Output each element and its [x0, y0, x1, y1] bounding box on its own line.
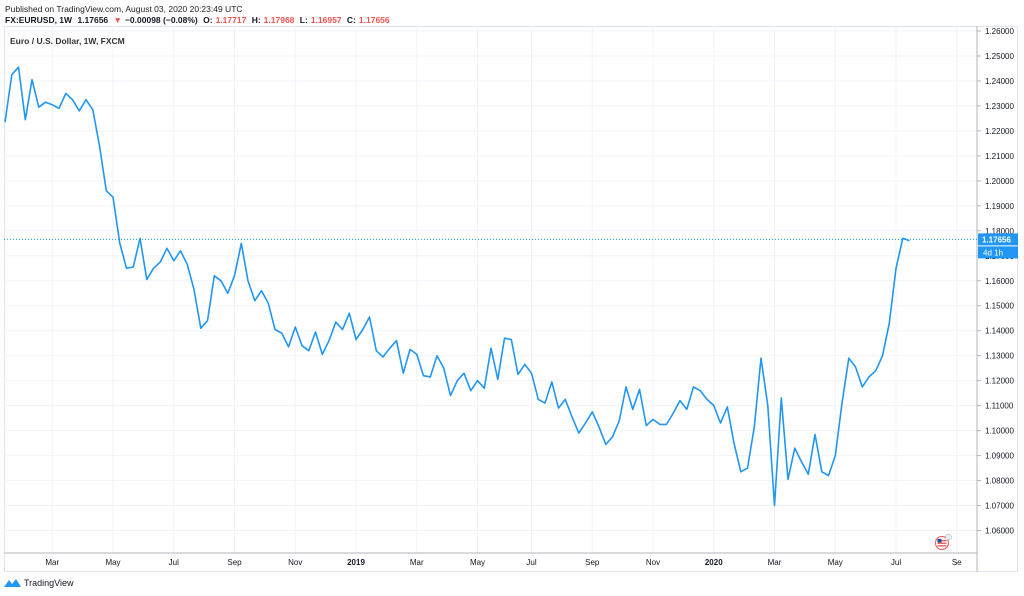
last-price-label-bg [978, 233, 1018, 246]
y-tick-label: 1.19000 [985, 202, 1014, 211]
x-tick-label: Se [952, 558, 962, 567]
x-tick-label: May [470, 558, 485, 567]
x-tick-label: Jul [526, 558, 536, 567]
tradingview-logo-icon [4, 579, 21, 587]
x-tick-label: Nov [646, 558, 660, 567]
chart-frame[interactable] [4, 26, 1018, 572]
high-value: 1.17968 [263, 15, 295, 25]
close-label: C: [346, 15, 356, 25]
y-tick-label: 1.18000 [985, 227, 1014, 236]
y-tick-label: 1.08000 [985, 477, 1014, 486]
high-label: H: [251, 15, 261, 25]
x-tick-label: Mar [410, 558, 424, 567]
y-tick-label: 1.25000 [985, 52, 1014, 61]
last-price: 1.17656 [77, 15, 109, 25]
published-caption: Published on TradingView.com, August 03,… [5, 4, 243, 14]
price-series-line [4, 66, 910, 507]
x-tick-label: Nov [288, 558, 302, 567]
y-tick-label: 1.07000 [985, 502, 1014, 511]
y-tick-label: 1.11000 [985, 402, 1014, 411]
y-tick-label: 1.21000 [985, 152, 1014, 161]
footer: TradingView [4, 578, 74, 588]
y-tick-label: 1.13000 [985, 352, 1014, 361]
x-tick-label: Sep [585, 558, 600, 567]
symbol-name: FX:EURUSD, 1W [5, 15, 73, 25]
y-tick-label: 1.10000 [985, 427, 1014, 436]
y-tick-label: 1.16000 [985, 277, 1014, 286]
x-tick-label: 2019 [347, 558, 365, 567]
x-tick-label: Sep [227, 558, 242, 567]
open-label: O: [203, 15, 213, 25]
price-change: −0.00098 (−0.08%) [124, 15, 198, 25]
last-price-label: 1.17656 [982, 235, 1011, 244]
x-tick-label: 2020 [705, 558, 723, 567]
x-tick-label: Mar [768, 558, 782, 567]
low-value: 1.16957 [310, 15, 342, 25]
symbol-quote-line: FX:EURUSD, 1W 1.17656 ▼ −0.00098 (−0.08%)… [5, 15, 393, 25]
footer-brand: TradingView [24, 578, 74, 588]
x-tick-label: Mar [45, 558, 59, 567]
x-tick-label: Jul [891, 558, 901, 567]
y-tick-label: 1.23000 [985, 102, 1014, 111]
us-flag-event-icon[interactable] [935, 533, 952, 550]
y-tick-label: 1.12000 [985, 377, 1014, 386]
x-tick-label: May [828, 558, 843, 567]
y-tick-label: 1.24000 [985, 77, 1014, 86]
y-tick-label: 1.20000 [985, 177, 1014, 186]
y-tick-label: 1.15000 [985, 302, 1014, 311]
chart-title: Euro / U.S. Dollar, 1W, FXCM [10, 36, 125, 46]
countdown-label: 4d 1h [983, 248, 1003, 257]
x-tick-label: Jul [169, 558, 179, 567]
y-tick-label: 1.09000 [985, 452, 1014, 461]
low-label: L: [299, 15, 308, 25]
y-tick-label: 1.22000 [985, 127, 1014, 136]
y-tick-label: 1.14000 [985, 327, 1014, 336]
close-value: 1.17656 [358, 15, 390, 25]
down-arrow-icon: ▼ [113, 15, 122, 25]
x-tick-label: May [105, 558, 120, 567]
countdown-label-bg [978, 246, 1018, 259]
y-tick-label: 1.26000 [985, 27, 1014, 36]
y-tick-label: 1.06000 [985, 527, 1014, 536]
open-value: 1.17717 [215, 15, 247, 25]
